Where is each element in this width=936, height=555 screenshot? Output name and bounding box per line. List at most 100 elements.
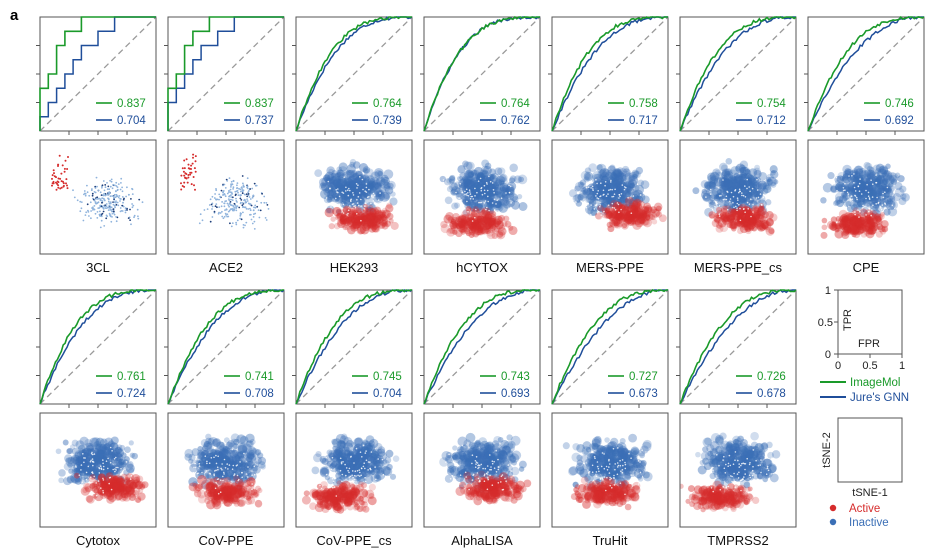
tsne-point-inactive: [874, 197, 883, 205]
tsne-point: [105, 217, 108, 220]
tsne-point-active: [464, 228, 471, 235]
tsne-point-inactive: [864, 177, 872, 185]
tsne-point-inactive: [337, 440, 346, 449]
tsne-point-inactive: [473, 181, 480, 188]
tsne-point-inactive: [605, 197, 611, 203]
tsne-point-active: [875, 213, 883, 221]
tsne-point-active: [114, 474, 123, 483]
tsne-point-inactive: [731, 188, 741, 198]
tsne-point-inactive: [601, 193, 607, 199]
tsne-point-active: [115, 477, 125, 487]
tsne-point-inactive: [612, 182, 623, 193]
tsne-speckle: [98, 466, 100, 469]
tsne-speckle: [479, 177, 482, 180]
tsne-point: [109, 215, 112, 218]
tsne-point-inactive: [487, 190, 495, 198]
roc-line-imagemol: [39, 16, 156, 131]
tsne-point-active: [121, 485, 128, 492]
tsne-point-inactive: [243, 457, 253, 467]
tsne-point-inactive: [357, 177, 368, 188]
tsne-point-active: [849, 228, 857, 236]
tsne-point-inactive: [874, 184, 884, 193]
tsne-point-active: [487, 220, 495, 228]
tsne-point-inactive: [196, 460, 207, 470]
tsne-point-inactive: [324, 171, 335, 181]
tsne-point-inactive: [220, 460, 229, 470]
tsne-point-inactive: [196, 463, 206, 473]
tsne-point-active: [197, 475, 207, 485]
tsne-point-active: [470, 211, 478, 220]
tsne-point-active: [99, 482, 108, 491]
tsne-point: [222, 194, 224, 196]
tsne-point-active: [364, 218, 373, 227]
tsne-speckle: [748, 203, 751, 205]
tsne-point-active: [229, 495, 236, 502]
tsne-point: [232, 180, 235, 183]
tsne-point-active: [840, 228, 850, 237]
tsne-point-active: [628, 215, 634, 221]
tsne-point-inactive: [590, 195, 597, 202]
tsne-point-inactive: [602, 168, 611, 177]
tsne-point-inactive: [494, 167, 503, 176]
tsne-speckle: [726, 208, 729, 211]
tsne-point-active: [723, 215, 730, 223]
tsne-point-inactive: [336, 439, 346, 450]
tsne-point-inactive: [767, 176, 777, 187]
tsne-point-active: [488, 221, 496, 229]
tsne-speckle: [747, 208, 749, 210]
tsne-point-inactive: [107, 467, 114, 474]
tsne-point-active: [254, 485, 262, 492]
tsne-point-active: [470, 226, 477, 233]
tsne-point-inactive: [494, 179, 502, 187]
tsne-point-inactive: [463, 181, 473, 190]
tsne-point-active: [371, 224, 381, 233]
tsne-point-inactive: [601, 175, 609, 183]
tsne-point-active: [190, 164, 193, 167]
tsne-point-active: [130, 485, 141, 496]
tsne-point: [220, 189, 223, 192]
tsne-point-active: [236, 488, 245, 497]
tsne-point-inactive: [615, 182, 624, 191]
tsne-point-inactive: [216, 469, 223, 476]
tsne-point-active: [236, 499, 244, 507]
tsne-point-active: [228, 488, 236, 496]
tsne-point: [230, 196, 233, 199]
tsne-speckle: [580, 200, 582, 202]
tsne-point-inactive: [450, 182, 459, 191]
tsne-point-active: [221, 481, 231, 491]
tsne-point-inactive: [378, 185, 387, 193]
tsne-point-inactive: [439, 175, 446, 183]
tsne-point-inactive: [349, 172, 359, 182]
tsne-point-active: [114, 486, 122, 494]
tsne-point-active: [456, 223, 466, 232]
tsne-point-active: [347, 210, 356, 219]
tsne-point-inactive: [874, 180, 882, 187]
tsne-point-inactive: [723, 201, 729, 207]
tsne-point-inactive: [607, 190, 614, 197]
tsne-point-active: [490, 211, 497, 218]
tsne-point-active: [120, 473, 128, 481]
tsne-point-active: [478, 223, 485, 230]
tsne-speckle: [486, 189, 489, 192]
tsne-point-active: [109, 479, 119, 489]
tsne-point-inactive: [878, 185, 885, 192]
tsne-point: [131, 203, 134, 205]
tsne-point-active: [830, 216, 838, 223]
tsne-point: [115, 200, 117, 203]
tsne-point-inactive: [366, 184, 376, 194]
tsne-point-inactive: [351, 185, 358, 192]
tsne-point: [240, 218, 243, 221]
tsne-point-inactive: [197, 446, 204, 452]
tsne-point: [235, 206, 238, 209]
tsne-point-inactive: [330, 454, 340, 464]
tsne-point-inactive: [359, 163, 368, 172]
tsne-point-inactive: [457, 192, 463, 199]
tsne-point-inactive: [335, 209, 342, 215]
tsne-speckle: [222, 475, 224, 478]
tsne-point: [124, 207, 127, 210]
tsne-point-active: [759, 223, 767, 231]
tsne-speckle: [858, 190, 861, 192]
tsne-point-inactive: [124, 446, 131, 454]
tsne-point-active: [106, 472, 114, 480]
